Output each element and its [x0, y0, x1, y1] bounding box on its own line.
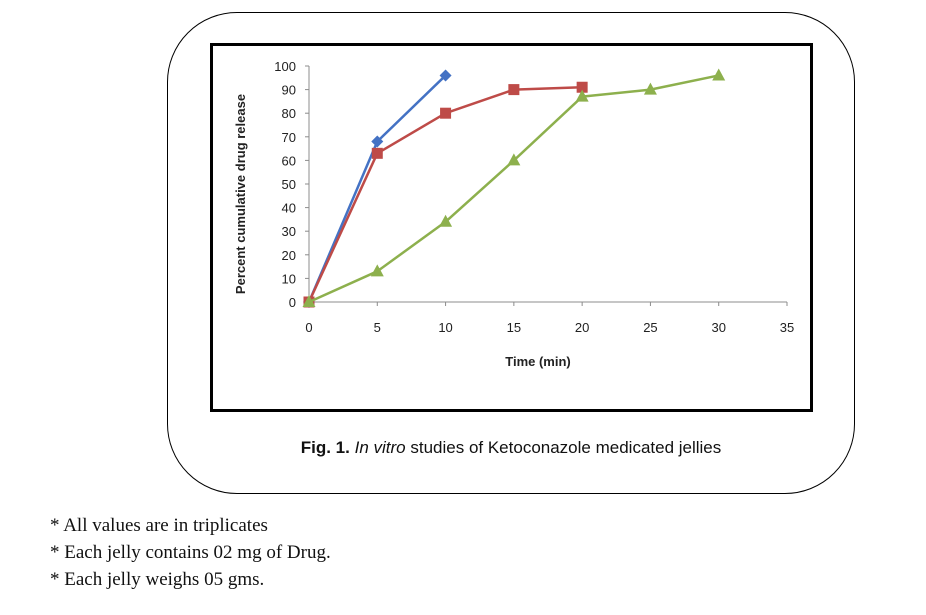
- data-point-square: [371, 147, 383, 159]
- data-point-triangle: [643, 82, 657, 95]
- y-tick-label: 70: [282, 130, 296, 145]
- data-point-square: [576, 81, 588, 93]
- note-line: * Each jelly contains 02 mg of Drug.: [50, 542, 331, 563]
- notes-list: * All values are in triplicates * Each j…: [50, 512, 331, 593]
- data-point-triangle: [370, 264, 384, 277]
- y-tick-label: 20: [282, 248, 296, 263]
- data-point-triangle: [302, 295, 316, 307]
- data-point-square: [440, 107, 452, 119]
- figure-frame: [167, 12, 855, 494]
- line-chart: 0 10 20 30 40 50 60 70 80 90 100 0 5 10 15 20 25 30 35 Time…: [233, 59, 794, 369]
- figure-caption: Fig. 1. In vitro studies of Ketoconazole…: [167, 438, 855, 458]
- data-point-triangle: [712, 68, 726, 81]
- series-line: [307, 85, 583, 303]
- x-tick-label: 0: [305, 320, 312, 335]
- note-line: * All values are in triplicates: [50, 515, 268, 536]
- x-tick-label: 5: [374, 320, 381, 335]
- note-line: * Each jelly weighs 05 gms.: [50, 569, 265, 590]
- y-axis-title: Percent cumulative drug release: [233, 94, 248, 294]
- y-tick-label: 60: [282, 153, 296, 168]
- x-tick-label: 35: [780, 320, 794, 335]
- y-tick-label: 80: [282, 106, 296, 121]
- x-tick-label: 20: [575, 320, 589, 335]
- x-tick-label: 10: [438, 320, 452, 335]
- y-tick-label: 40: [282, 201, 296, 216]
- chart-area: 0 10 20 30 40 50 60 70 80 90 100 0 5 10 15 20 25 30 35 Time…: [210, 43, 813, 412]
- data-point-triangle: [507, 153, 521, 166]
- y-tick-label: 10: [282, 271, 296, 286]
- caption-text: studies of Ketoconazole medicated jellie…: [410, 438, 722, 457]
- y-tick-label: 100: [274, 59, 296, 74]
- x-tick-label: 15: [507, 320, 521, 335]
- caption-italic: In vitro: [354, 438, 406, 457]
- x-tick-label: 25: [643, 320, 657, 335]
- data-point-triangle: [575, 89, 589, 102]
- data-point-square: [508, 84, 520, 96]
- caption-label: Fig. 1.: [300, 438, 350, 457]
- y-tick-label: 30: [282, 224, 296, 239]
- data-point-triangle: [439, 214, 453, 227]
- x-axis-title: Time (min): [505, 354, 571, 369]
- y-tick-label: 50: [282, 177, 296, 192]
- y-tick-label: 90: [282, 83, 296, 98]
- series-line: [308, 74, 719, 304]
- x-tick-label: 30: [711, 320, 725, 335]
- data-point-diamond: [439, 69, 452, 82]
- y-tick-label: 0: [289, 295, 296, 310]
- data-point-diamond: [371, 135, 384, 148]
